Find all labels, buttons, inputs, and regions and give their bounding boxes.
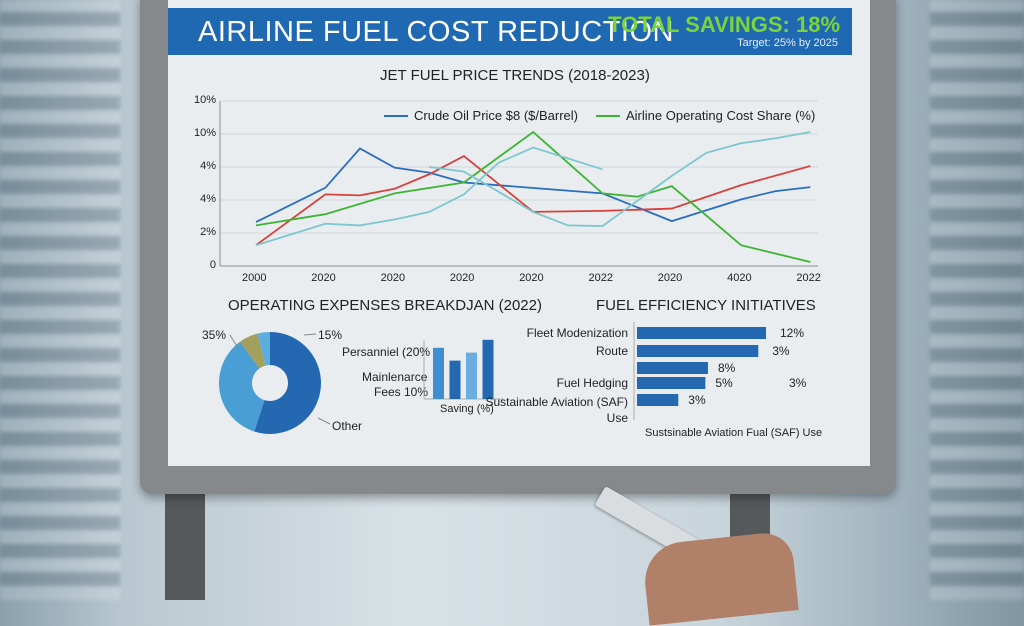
initiative-label: Route xyxy=(595,344,628,358)
initiative-label: Sustainable Aviation (SAF) Use xyxy=(485,395,628,425)
initiative-bar xyxy=(637,394,679,406)
dashboard-title: AIRLINE FUEL COST REDUCTION xyxy=(198,16,674,48)
y-tick-label: 10% xyxy=(193,94,216,106)
x-tick-label: 2020 xyxy=(380,272,406,284)
hbar-axis-label: Sustsinable Aviation Fual (SAF) Use xyxy=(645,427,823,439)
donut-slice xyxy=(240,333,266,369)
donut-slice xyxy=(257,332,270,366)
background-building xyxy=(0,0,120,600)
y-tick-label: 10% xyxy=(193,127,216,139)
y-tick-label: 0 xyxy=(209,259,216,271)
x-tick-label: 2022 xyxy=(796,272,821,284)
savings-bar xyxy=(449,360,461,399)
savings-bar xyxy=(433,347,444,399)
initiative-value: 12% xyxy=(780,326,805,340)
initiative-bar xyxy=(637,362,708,374)
y-tick-label: 4% xyxy=(200,193,216,205)
initiative-value: 5% xyxy=(715,376,733,390)
donut-slice xyxy=(219,341,265,432)
line-series-4 xyxy=(429,131,811,227)
savings-axis-label: Saving (%) xyxy=(440,403,494,415)
savings-bar xyxy=(466,352,477,399)
hbar-chart-title: FUEL EFFICIENCY INITIATIVES xyxy=(596,297,816,314)
line-chart-title: JET FUEL PRICE TRENDS (2018-2023) xyxy=(380,67,650,84)
x-tick-label: 2000 xyxy=(242,272,267,284)
initiative-extra-value: 3% xyxy=(789,376,807,390)
side-label-fees: Fees 10% xyxy=(374,385,429,399)
pie-chart-title: OPERATING EXPENSES BREAKDJAN (2022) xyxy=(228,297,542,314)
initiative-value: 3% xyxy=(688,393,706,407)
pie-label-35: 35% xyxy=(202,328,227,342)
line-series-3 xyxy=(255,146,603,247)
donut-slice xyxy=(254,332,322,434)
x-tick-label: 2022 xyxy=(588,272,613,284)
background-building xyxy=(930,0,1024,600)
savings-target: Target: 25% by 2025 xyxy=(737,37,838,49)
monitor-stand xyxy=(165,494,205,600)
x-tick-label: 2020 xyxy=(449,272,475,284)
initiative-label: Fleet Modenization xyxy=(526,326,628,340)
legend-crude-oil: Crude Oil Price $8 ($/Barrel) xyxy=(414,108,578,123)
line-series-1 xyxy=(255,155,811,246)
x-tick-label: 4020 xyxy=(727,272,752,284)
pie-label-other: Other xyxy=(332,419,363,433)
donut-chart xyxy=(219,332,331,434)
side-label-personnel: Persanniel (20% xyxy=(342,345,431,359)
initiative-label: Fuel Hedging xyxy=(556,376,628,390)
legend-operating-cost: Airline Operating Cost Share (%) xyxy=(626,108,816,123)
pie-label-15: 15% xyxy=(318,328,343,342)
initiative-bar xyxy=(637,345,759,357)
savings-bar-chart xyxy=(423,339,503,400)
line-series-2 xyxy=(255,130,811,263)
initiative-bar xyxy=(637,327,766,339)
initiative-bar xyxy=(637,377,706,389)
dashboard-screen: AIRLINE FUEL COST REDUCTION TOTAL SAVING… xyxy=(168,0,870,466)
initiatives-bar-chart xyxy=(633,322,766,420)
y-tick-label: 4% xyxy=(200,160,216,172)
x-tick-label: 2020 xyxy=(519,272,544,284)
pie-leader-line xyxy=(317,417,331,425)
pie-leader-line xyxy=(303,333,317,336)
x-tick-label: 2020 xyxy=(311,272,336,284)
y-tick-label: 2% xyxy=(200,226,216,238)
initiative-value: 8% xyxy=(717,361,736,375)
dashboard-header: AIRLINE FUEL COST REDUCTION TOTAL SAVING… xyxy=(168,8,852,55)
pie-leader-line xyxy=(229,334,239,349)
initiative-value: 3% xyxy=(772,344,790,358)
x-tick-label: 2020 xyxy=(657,272,683,284)
savings-bar xyxy=(482,339,494,399)
line-chart xyxy=(219,100,818,267)
total-savings: TOTAL SAVINGS: 18% xyxy=(608,12,840,37)
side-label-maintenance: Mainlenarce xyxy=(362,370,428,384)
